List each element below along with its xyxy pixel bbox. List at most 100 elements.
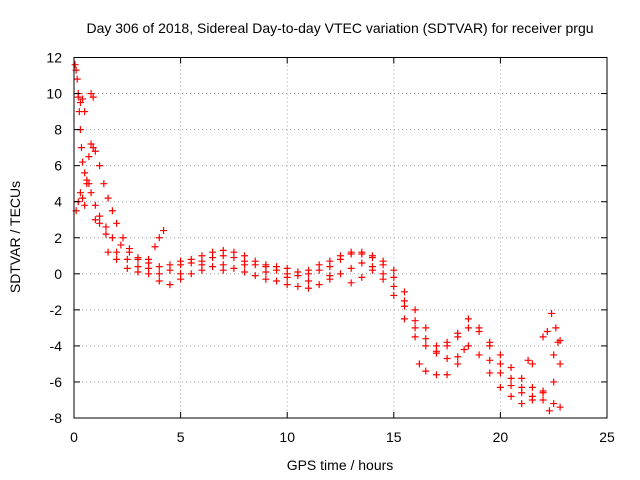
data-point [79,158,87,166]
data-point [358,273,366,281]
data-point [443,371,451,379]
data-point [96,219,104,227]
data-point [85,153,93,161]
data-point [305,266,313,274]
data-point [539,389,547,397]
data-point [241,252,249,260]
data-point [177,261,185,269]
data-point [119,234,127,242]
data-point [337,252,344,260]
data-point [104,248,112,256]
data-point [454,333,462,341]
data-point [77,144,85,152]
data-point [273,277,281,285]
data-point [123,255,131,263]
data-point [230,264,238,272]
data-point [415,360,423,368]
data-point [166,281,174,289]
data-point [294,268,302,276]
data-point [545,407,553,415]
data-point [230,248,238,256]
data-point [379,261,387,269]
data-point [496,360,504,368]
data-point [198,261,206,269]
data-point [155,277,163,285]
data-point [411,324,419,332]
data-point [209,248,217,256]
x-axis-label: GPS time / hours [287,457,394,473]
data-point [368,254,376,262]
chart-title: Day 306 of 2018, Sidereal Day-to-day VTE… [86,20,593,36]
data-point [411,333,419,341]
data-point [123,264,131,272]
data-point [464,315,472,323]
data-point [518,374,526,382]
data-point [241,268,249,276]
data-point [102,230,110,238]
data-point [543,327,551,335]
data-point [550,400,558,408]
data-series [74,90,562,415]
y-tick-label: 6 [54,158,62,174]
data-point [528,383,536,391]
data-point [273,263,281,271]
data-point [518,389,526,397]
data-point [368,266,376,274]
data-point [294,282,302,290]
data-point [155,270,163,278]
data-point [432,349,440,357]
data-point [507,392,515,400]
data-point [528,396,536,404]
data-point [507,382,515,390]
y-tick-label: 10 [46,86,62,102]
grid [74,57,607,418]
data-point [113,219,121,227]
data-point [337,270,344,278]
y-axis-ticks: -8 -6 -4 -2 0 2 4 6 8 10 12 [46,50,607,426]
data-point [81,201,89,209]
y-tick-label: 0 [54,266,62,282]
data-points [71,61,564,415]
data-point [422,342,430,350]
data-point [155,263,163,271]
data-point [91,147,99,155]
data-point [87,90,95,98]
data-point [475,351,483,359]
data-point [454,353,462,361]
data-point [251,257,259,265]
data-point [422,324,430,332]
data-point [166,266,174,274]
x-axis-ticks: 0 5 10 15 20 25 [70,57,615,445]
x-tick-label: 10 [279,429,295,445]
x-tick-label: 15 [386,429,402,445]
data-point [108,207,116,215]
y-tick-label: 8 [54,122,62,138]
data-point [241,261,249,269]
data-point [454,360,462,368]
data-point [556,336,564,344]
data-point [187,270,195,278]
y-tick-label: 4 [54,194,62,210]
data-point [464,324,472,332]
x-tick-label: 25 [599,429,615,445]
data-point [518,400,526,408]
data-point [556,360,564,368]
data-point [219,266,227,274]
x-tick-label: 0 [70,429,78,445]
data-point [251,272,259,280]
data-point [524,356,532,364]
data-point [315,281,323,289]
data-point [89,144,97,152]
data-point [87,140,95,148]
data-point [507,374,515,382]
data-point [134,255,142,263]
data-point [548,309,556,317]
data-point [460,346,468,354]
data-point [486,356,494,364]
data-point [283,281,291,289]
data-point [89,93,97,101]
data-point [81,169,89,177]
data-point [283,264,291,272]
data-point [326,257,334,265]
data-point [358,250,366,258]
